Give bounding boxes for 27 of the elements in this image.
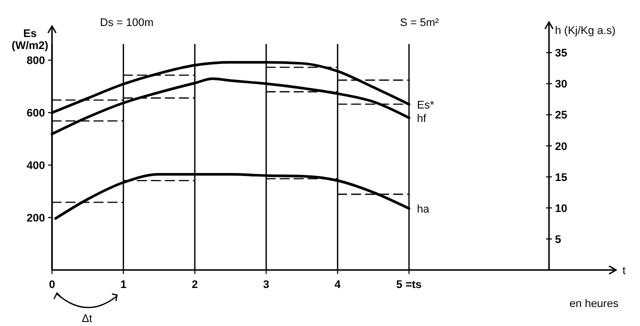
y2-tick-label: 30: [555, 78, 568, 91]
y2-tick-label: 35: [555, 48, 568, 60]
text: Ds = 100m: [100, 17, 154, 29]
series-label: Es*: [417, 99, 435, 112]
series-label: ha: [417, 204, 430, 216]
y-axis-title: Es (W/m2): [12, 28, 49, 52]
y2-tick-label: 5: [555, 234, 562, 246]
text: S = 5m²: [400, 17, 440, 29]
y2-tick-label: 15: [555, 172, 568, 184]
series-label: hf: [417, 112, 428, 125]
x-tick-label: 0: [48, 279, 56, 291]
y-tick-label: 800: [26, 55, 45, 68]
y-tick-label: 200: [26, 212, 45, 225]
text: en heures: [570, 298, 619, 310]
x-tick-label: 4: [334, 279, 342, 291]
x-tick-label: 2: [192, 279, 198, 291]
y2-axis-title: h (Kj/Kg a.s): [555, 25, 616, 37]
y-tick-label: 600: [26, 108, 45, 120]
y-tick-label: 400: [26, 160, 45, 172]
x-tick-label: 3: [263, 279, 270, 291]
text: Δt: [82, 313, 92, 325]
x-tick-label: 1: [120, 279, 126, 291]
y2-tick-label: 25: [555, 110, 568, 122]
x-tick-label: 5 =ts: [396, 279, 422, 291]
y2-tick-label: 10: [555, 202, 568, 215]
x-axis-title: t: [622, 265, 626, 277]
y2-tick-label: 20: [555, 140, 568, 153]
